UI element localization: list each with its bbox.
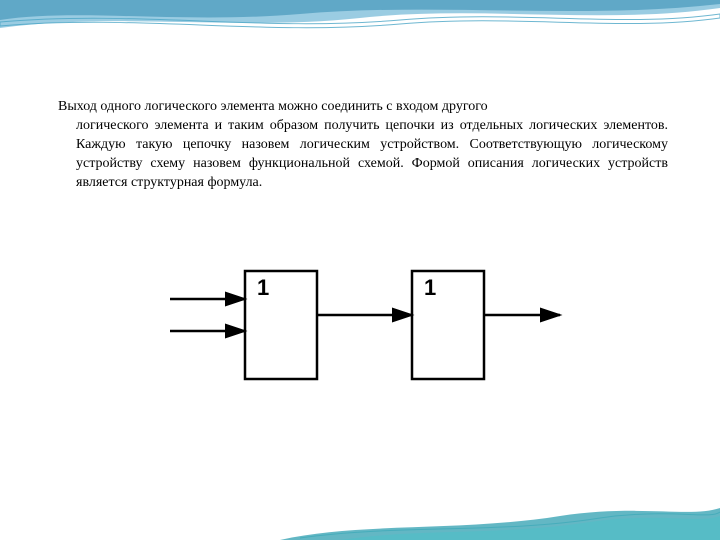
decorative-wave-bottom	[0, 480, 720, 540]
paragraph-first-line: Выход одного логического элемента можно …	[58, 99, 488, 114]
svg-text:1: 1	[424, 275, 436, 300]
logic-circuit-diagram: 11	[150, 255, 570, 395]
main-paragraph: Выход одного логического элемента можно …	[58, 98, 668, 192]
svg-text:1: 1	[257, 275, 269, 300]
decorative-wave-top	[0, 0, 720, 55]
paragraph-rest: логического элемента и таким образом пол…	[58, 117, 668, 193]
